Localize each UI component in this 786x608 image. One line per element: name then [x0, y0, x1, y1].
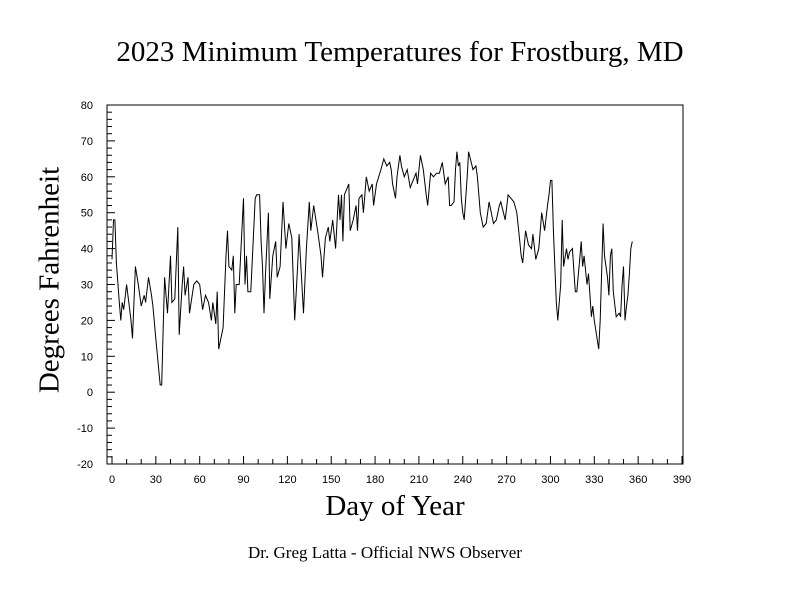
y-tick-label: 30	[81, 280, 93, 292]
x-tick-label: 120	[278, 474, 296, 486]
x-tick-label: 0	[109, 474, 115, 486]
x-tick-label: 390	[673, 474, 691, 486]
y-tick-label: 20	[81, 315, 93, 327]
y-tick-label: 70	[81, 136, 93, 148]
x-tick-label: 180	[366, 474, 384, 486]
y-tick-label: 50	[81, 208, 93, 220]
temperature-line	[111, 151, 633, 386]
x-tick-label: 270	[497, 474, 515, 486]
y-tick-label: -10	[77, 423, 93, 435]
y-tick-label: 60	[81, 172, 93, 184]
y-tick-label: 10	[81, 351, 93, 363]
x-tick-label: 90	[237, 474, 249, 486]
y-tick-label: 0	[87, 387, 93, 399]
x-tick-label: 30	[150, 474, 162, 486]
x-tick-label: 240	[454, 474, 472, 486]
chart-title: 2023 Minimum Temperatures for Frostburg,…	[116, 36, 684, 68]
x-tick-label: 210	[410, 474, 428, 486]
x-tick-label: 60	[194, 474, 206, 486]
y-tick-label: -20	[77, 459, 93, 471]
x-axis-label: Day of Year	[325, 490, 465, 522]
footer-credit: Dr. Greg Latta - Official NWS Observer	[248, 543, 522, 562]
x-tick-label: 330	[585, 474, 603, 486]
x-tick-label: 360	[629, 474, 647, 486]
x-tick-label: 150	[322, 474, 340, 486]
y-tick-label: 40	[81, 244, 93, 256]
x-tick-label: 300	[541, 474, 559, 486]
y-tick-label: 80	[81, 100, 93, 112]
